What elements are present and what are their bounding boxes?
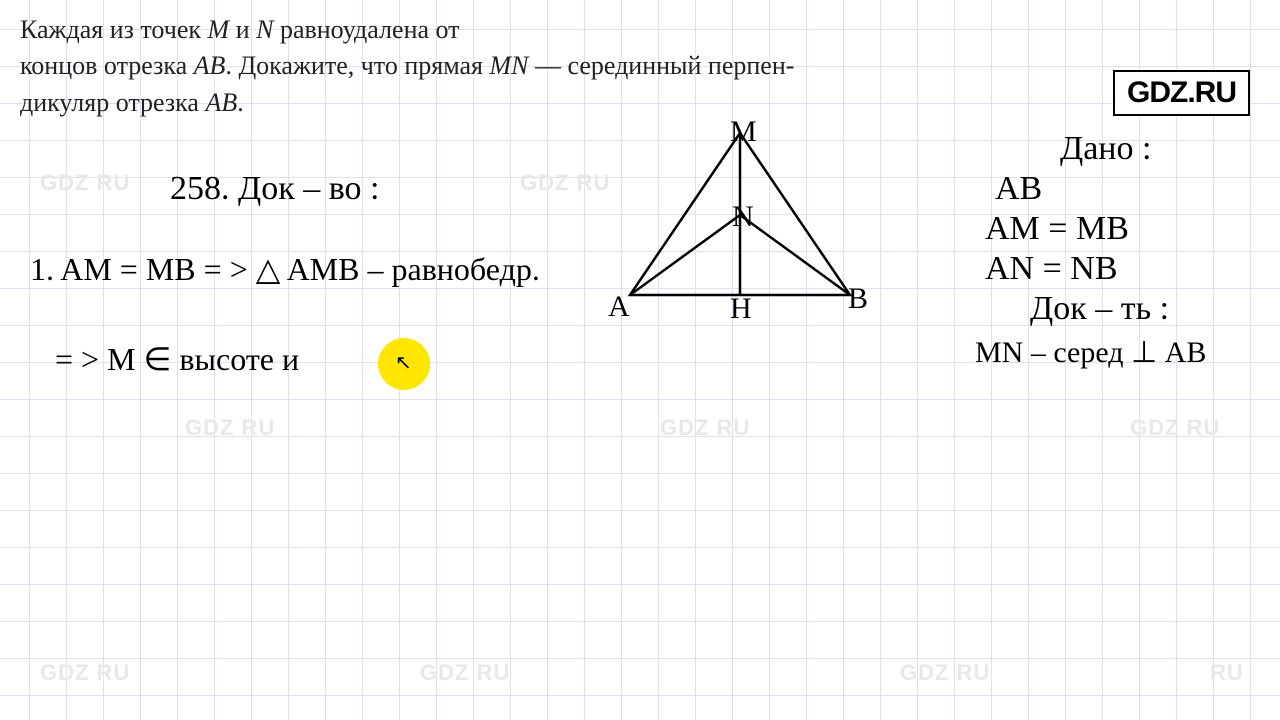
problem-var-m: M bbox=[208, 15, 230, 44]
problem-line2c: — серединный перпен- bbox=[528, 51, 794, 80]
label-b: B bbox=[848, 282, 868, 316]
problem-var-mn: MN bbox=[489, 51, 528, 80]
problem-statement: Каждая из точек M и N равноудалена от ко… bbox=[20, 12, 1000, 121]
watermark-text: GDZ RU bbox=[420, 660, 510, 686]
proof-step-1: 1. AM = MB = > △ AMB – равнобедр. bbox=[30, 250, 540, 288]
given-line3: AN = NB bbox=[985, 250, 1118, 288]
problem-line2b: . Докажите, что прямая bbox=[225, 51, 489, 80]
watermark-text: GDZ RU bbox=[900, 660, 990, 686]
problem-line1c: равноудалена от bbox=[273, 15, 459, 44]
prove-line: MN – серед ⊥ AB bbox=[975, 335, 1206, 370]
given-line2: AM = MB bbox=[985, 210, 1129, 248]
site-logo: GDZ.RU bbox=[1113, 70, 1250, 116]
problem-var-ab2: AB bbox=[205, 88, 237, 117]
problem-var-n: N bbox=[256, 15, 273, 44]
watermark-text: GDZ RU bbox=[660, 415, 750, 441]
given-line1: AB bbox=[995, 170, 1042, 208]
given-title: Дано : bbox=[1060, 130, 1151, 168]
watermark-text: GDZ RU bbox=[40, 660, 130, 686]
prove-title: Док – ть : bbox=[1030, 290, 1169, 328]
watermark-text: GDZ RU bbox=[185, 415, 275, 441]
label-n: N bbox=[732, 200, 754, 234]
cursor-icon[interactable]: ↖ bbox=[395, 350, 412, 375]
proof-step-2: = > M ∈ высоте и bbox=[55, 340, 299, 378]
proof-header: 258. Док – во : bbox=[170, 170, 379, 208]
watermark-text: GDZ RU bbox=[40, 170, 130, 196]
label-h: H bbox=[730, 292, 752, 326]
problem-line3a: дикуляр отрезка bbox=[20, 88, 205, 117]
watermark-text: RU bbox=[1210, 660, 1244, 686]
watermark-text: GDZ RU bbox=[520, 170, 610, 196]
problem-line2a: концов отрезка bbox=[20, 51, 194, 80]
problem-line3b: . bbox=[237, 88, 244, 117]
label-m: M bbox=[730, 115, 757, 149]
problem-line1b: и bbox=[229, 15, 256, 44]
watermark-text: GDZ RU bbox=[1130, 415, 1220, 441]
problem-line1a: Каждая из точек bbox=[20, 15, 208, 44]
problem-var-ab: AB bbox=[194, 51, 226, 80]
label-a: A bbox=[608, 290, 630, 324]
